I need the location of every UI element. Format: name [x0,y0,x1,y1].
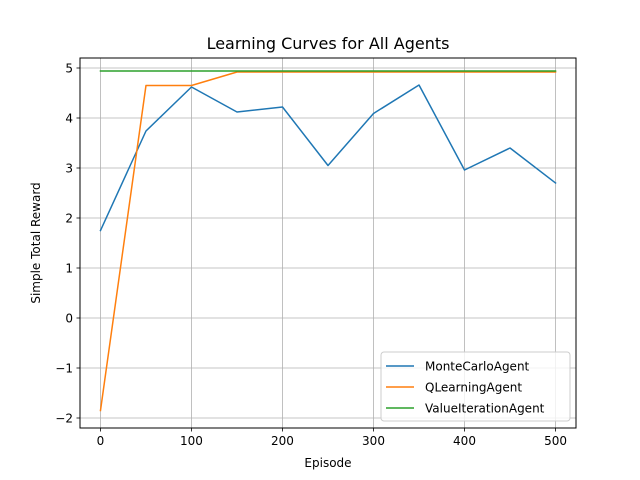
y-tick-label: 2 [65,212,73,226]
y-tick-label: 3 [65,162,73,176]
axis-ticks: 0 100 200 300 400 500 −2 −1 0 1 2 3 4 5 [55,62,567,449]
y-tick-label: 4 [65,112,73,126]
y-tick-label: −1 [55,362,73,376]
series-line-qlearningagent [99,71,557,412]
x-tick-label: 200 [271,434,294,448]
y-axis-label: Simple Total Reward [29,182,43,303]
x-axis-label: Episode [304,456,351,470]
legend-label-valueiterationagent: ValueIterationAgent [425,402,545,416]
x-tick-label: 300 [362,434,385,448]
series-line-montecarloagent [99,84,557,232]
legend-label-qlearningagent: QLearningAgent [425,381,522,395]
y-tick-label: 5 [65,62,73,76]
legend-box [380,351,571,422]
series-lines [99,70,557,412]
legend: MonteCarloAgent QLearningAgent ValueIterat… [380,351,571,422]
x-tick-label: 500 [544,434,567,448]
x-tick-label: 400 [453,434,476,448]
y-tick-label: −2 [55,412,73,426]
grid-lines [80,58,576,428]
y-tick-label: 1 [65,262,73,276]
y-tick-label: 0 [65,312,73,326]
x-tick-label: 0 [97,434,105,448]
chart-title: Learning Curves for All Agents [207,34,450,53]
legend-label-montecarloagent: MonteCarloAgent [425,360,530,374]
plot-frame [79,57,577,429]
x-tick-label: 100 [180,434,203,448]
